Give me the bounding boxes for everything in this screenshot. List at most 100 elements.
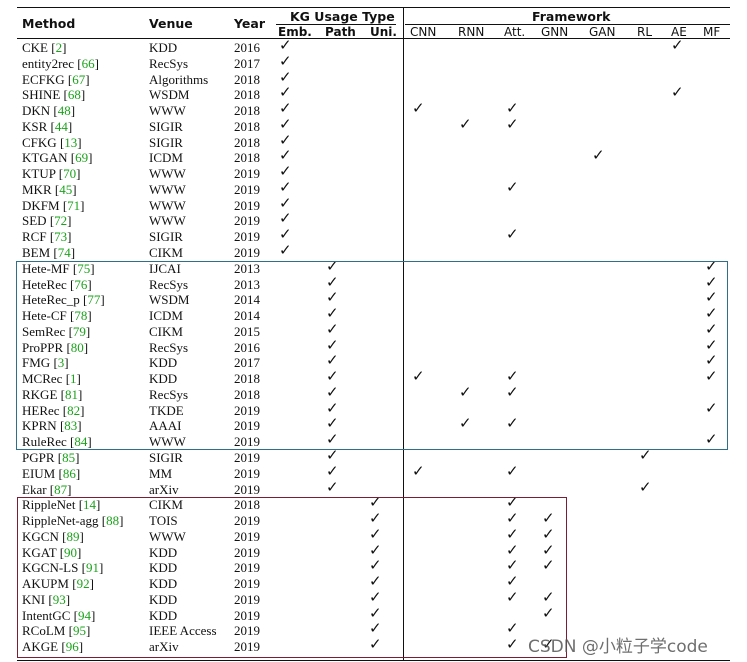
method-name: Ekar xyxy=(22,482,50,497)
citation-link[interactable]: 79 xyxy=(72,324,86,339)
citation-link[interactable]: 87 xyxy=(54,482,68,497)
method-cell: SED [72] xyxy=(22,213,72,228)
method-cell: ProPPR [80] xyxy=(22,340,88,355)
citation-link[interactable]: 14 xyxy=(83,497,97,512)
year-cell: 2014 xyxy=(234,308,260,323)
citation-link[interactable]: 93 xyxy=(52,592,66,607)
citation-link[interactable]: 94 xyxy=(77,608,91,623)
checkmark-icon-fw-gnn: ✓ xyxy=(542,637,555,653)
citation-bracket: ] xyxy=(64,355,69,370)
citation-bracket: ] xyxy=(65,592,71,607)
citation-link[interactable]: 76 xyxy=(74,277,88,292)
citation-link[interactable]: 74 xyxy=(57,245,71,260)
citation-link[interactable]: 85 xyxy=(62,450,76,465)
citation-link[interactable]: 44 xyxy=(54,119,68,134)
citation-bracket: [ xyxy=(81,560,86,575)
citation-link[interactable]: 90 xyxy=(64,545,78,560)
year-header: Year xyxy=(234,16,265,31)
checkmark-icon-kg-path: ✓ xyxy=(326,448,339,464)
method-cell: HERec [82] xyxy=(22,403,84,418)
citation-link[interactable]: 71 xyxy=(67,198,81,213)
citation-link[interactable]: 77 xyxy=(87,292,101,307)
citation-link[interactable]: 69 xyxy=(75,150,89,165)
citation-link[interactable]: 82 xyxy=(67,403,81,418)
method-name: SHINE xyxy=(22,87,64,102)
checkmark-icon-fw-att: ✓ xyxy=(506,180,519,196)
year-cell: 2018 xyxy=(234,497,260,512)
citation-bracket: [ xyxy=(72,576,77,591)
method-cell: DKFM [71] xyxy=(22,198,85,213)
citation-bracket: [ xyxy=(70,434,75,449)
citation-link[interactable]: 96 xyxy=(65,639,79,654)
checkmark-icon-kg-uni: ✓ xyxy=(369,621,382,637)
citation-link[interactable]: 83 xyxy=(64,418,78,433)
method-cell: KGAT [90] xyxy=(22,545,81,560)
citation-bracket: ] xyxy=(80,403,85,418)
kg-usage-header: KG Usage Type xyxy=(290,9,395,24)
citation-bracket: [ xyxy=(73,608,78,623)
checkmark-icon-kg-uni: ✓ xyxy=(369,574,382,590)
citation-link[interactable]: 84 xyxy=(74,434,88,449)
checkmark-icon-fw-att: ✓ xyxy=(506,621,519,637)
venue-cell: KDD xyxy=(149,355,178,370)
venue-cell: KDD xyxy=(149,608,178,623)
citation-link[interactable]: 67 xyxy=(72,72,86,87)
citation-bracket: [ xyxy=(62,529,67,544)
venue-cell: Algorithms xyxy=(149,72,209,87)
method-cell: HeteRec [76] xyxy=(22,277,92,292)
citation-bracket: ] xyxy=(89,576,94,591)
fw-sub-header-cnn: CNN xyxy=(410,25,437,39)
checkmark-icon-fw-att: ✓ xyxy=(506,543,519,559)
venue-cell: IEEE Access xyxy=(149,623,217,638)
method-cell: RKGE [81] xyxy=(22,387,82,402)
citation-bracket: ] xyxy=(87,277,92,292)
checkmark-icon-fw-mf: ✓ xyxy=(705,353,718,369)
citation-link[interactable]: 92 xyxy=(76,576,90,591)
citation-link[interactable]: 70 xyxy=(63,166,77,181)
citation-bracket: ] xyxy=(72,182,77,197)
checkmark-icon-fw-att: ✓ xyxy=(506,558,519,574)
citation-link[interactable]: 91 xyxy=(85,560,99,575)
checkmark-icon-kg-emb: ✓ xyxy=(279,133,292,149)
checkmark-icon-fw-cnn: ✓ xyxy=(412,464,425,480)
venue-cell: CIKM xyxy=(149,324,183,339)
venue-cell: CIKM xyxy=(149,497,183,512)
citation-link[interactable]: 78 xyxy=(74,308,88,323)
method-name: RippleNet xyxy=(22,497,79,512)
method-cell: DKN [48] xyxy=(22,103,75,118)
year-cell: 2018 xyxy=(234,371,260,386)
checkmark-icon-fw-mf: ✓ xyxy=(705,369,718,385)
citation-link[interactable]: 45 xyxy=(59,182,73,197)
top-rule xyxy=(17,7,730,8)
venue-cell: arXiv xyxy=(149,639,179,654)
method-name: CFKG xyxy=(22,135,60,150)
citation-link[interactable]: 81 xyxy=(64,387,78,402)
citation-link[interactable]: 3 xyxy=(57,355,65,370)
citation-link[interactable]: 48 xyxy=(57,103,71,118)
citation-link[interactable]: 86 xyxy=(62,466,76,481)
method-name: HeteRec xyxy=(22,277,71,292)
citation-link[interactable]: 80 xyxy=(70,340,84,355)
citation-bracket: [ xyxy=(70,150,76,165)
citation-link[interactable]: 66 xyxy=(81,56,95,71)
citation-link[interactable]: 72 xyxy=(54,213,68,228)
venue-cell: RecSys xyxy=(149,340,188,355)
citation-link[interactable]: 73 xyxy=(54,229,68,244)
checkmark-icon-fw-mf: ✓ xyxy=(705,401,718,417)
citation-link[interactable]: 75 xyxy=(77,261,91,276)
citation-link[interactable]: 13 xyxy=(64,135,78,150)
citation-bracket: [ xyxy=(68,623,73,638)
checkmark-icon-fw-rl: ✓ xyxy=(639,448,652,464)
checkmark-icon-kg-emb: ✓ xyxy=(279,211,292,227)
citation-link[interactable]: 88 xyxy=(106,513,120,528)
citation-link[interactable]: 95 xyxy=(72,623,86,638)
citation-link[interactable]: 2 xyxy=(55,40,63,55)
venue-cell: SIGIR xyxy=(149,135,183,150)
year-cell: 2019 xyxy=(234,434,260,449)
citation-link[interactable]: 68 xyxy=(67,87,81,102)
year-cell: 2018 xyxy=(234,119,260,134)
method-name: Hete-CF xyxy=(22,308,71,323)
citation-link[interactable]: 1 xyxy=(70,371,77,386)
venue-cell: SIGIR xyxy=(149,450,183,465)
citation-link[interactable]: 89 xyxy=(66,529,80,544)
